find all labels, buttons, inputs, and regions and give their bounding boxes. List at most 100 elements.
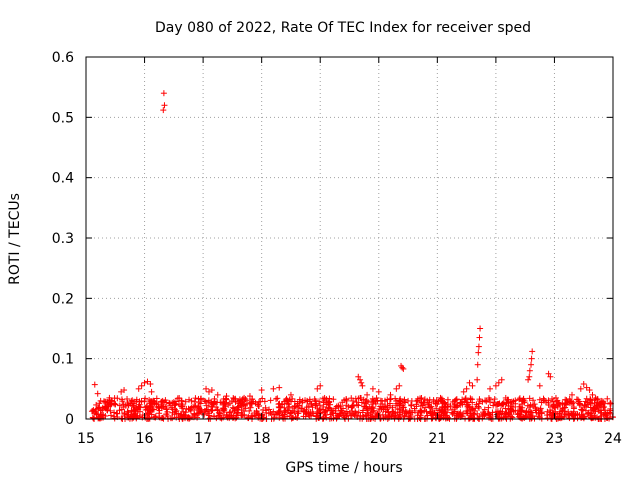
data-point: [492, 382, 499, 389]
baseline-point: [281, 409, 288, 416]
x-tick-label: 17: [194, 431, 212, 447]
baseline-point: [130, 408, 137, 415]
data-point: [214, 391, 221, 398]
baseline-point: [305, 411, 312, 418]
baseline-point: [192, 395, 199, 402]
baseline-point: [570, 399, 577, 406]
data-point: [148, 388, 155, 395]
baseline-point: [320, 399, 327, 406]
baseline-point: [286, 410, 293, 417]
baseline-point: [118, 406, 125, 413]
baseline-point: [559, 400, 566, 407]
baseline-point: [447, 403, 454, 410]
baseline-point: [246, 407, 253, 414]
baseline-point: [558, 408, 565, 415]
baseline-point: [171, 400, 178, 407]
y-tick-label: 0.5: [52, 110, 74, 126]
y-tick-label: 0: [65, 412, 74, 428]
baseline-point: [118, 396, 125, 403]
baseline-point: [536, 410, 543, 417]
data-point: [161, 102, 168, 109]
baseline-point: [167, 415, 174, 422]
baseline-point: [537, 406, 544, 413]
baseline-point: [343, 396, 350, 403]
baseline-point: [344, 411, 351, 418]
baseline-point: [384, 409, 391, 416]
baseline-point: [242, 405, 249, 412]
baseline-point: [97, 407, 104, 414]
baseline-point: [279, 412, 286, 419]
baseline-point: [182, 415, 189, 422]
baseline-point: [330, 396, 337, 403]
baseline-point: [505, 396, 512, 403]
x-tick-label: 16: [136, 431, 154, 447]
baseline-point: [438, 409, 445, 416]
baseline-point: [400, 404, 407, 411]
baseline-point: [195, 395, 202, 402]
baseline-point: [403, 410, 410, 417]
baseline-point: [469, 405, 476, 412]
baseline-point: [341, 414, 348, 421]
data-point: [607, 400, 614, 407]
data-point: [475, 343, 482, 350]
x-tick-label: 18: [253, 431, 271, 447]
baseline-point: [90, 415, 97, 422]
baseline-point: [191, 411, 198, 418]
x-tick-label: 20: [370, 431, 388, 447]
baseline-point: [438, 395, 445, 402]
data-point: [451, 397, 458, 404]
baseline-point: [259, 395, 266, 402]
baseline-point: [217, 410, 224, 417]
baseline-point: [220, 405, 227, 412]
baseline-point: [348, 404, 355, 411]
data-point: [434, 400, 441, 407]
baseline-point: [547, 409, 554, 416]
baseline-point: [485, 395, 492, 402]
data-point: [528, 355, 535, 362]
x-tick-label: 21: [428, 431, 446, 447]
baseline-point: [247, 404, 254, 411]
baseline-point: [214, 406, 221, 413]
baseline-point: [502, 405, 509, 412]
baseline-point: [441, 410, 448, 417]
data-point: [317, 382, 324, 389]
data-point: [246, 393, 253, 400]
baseline-point: [417, 412, 424, 419]
baseline-point: [562, 396, 569, 403]
baseline-point: [286, 396, 293, 403]
baseline-point: [562, 404, 569, 411]
baseline-point: [317, 405, 324, 412]
baseline-point: [239, 411, 246, 418]
baseline-point: [544, 415, 551, 422]
y-tick-label: 0.3: [52, 231, 74, 247]
baseline-point: [175, 410, 182, 417]
baseline-point: [144, 410, 151, 417]
data-point: [460, 388, 467, 395]
baseline-point: [114, 395, 121, 402]
data-point: [375, 388, 382, 395]
baseline-point: [118, 415, 125, 422]
baseline-point: [239, 395, 246, 402]
baseline-point: [328, 415, 335, 422]
data-point: [475, 349, 482, 356]
baseline-point: [380, 406, 387, 413]
baseline-point: [134, 406, 141, 413]
baseline-point: [583, 404, 590, 411]
baseline-point: [491, 396, 498, 403]
baseline-point: [309, 404, 316, 411]
data-point: [526, 367, 533, 374]
baseline-point: [509, 404, 516, 411]
x-tick-label: 22: [487, 431, 505, 447]
baseline-point: [570, 404, 577, 411]
baseline-point: [127, 413, 134, 420]
baseline-point: [88, 408, 95, 415]
baseline-point: [433, 405, 440, 412]
baseline-point: [175, 401, 182, 408]
baseline-point: [601, 400, 608, 407]
baseline-point: [224, 413, 231, 420]
baseline-point: [360, 407, 367, 414]
baseline-point: [229, 404, 236, 411]
baseline-point: [310, 410, 317, 417]
baseline-point: [569, 411, 576, 418]
data-point: [399, 364, 406, 371]
